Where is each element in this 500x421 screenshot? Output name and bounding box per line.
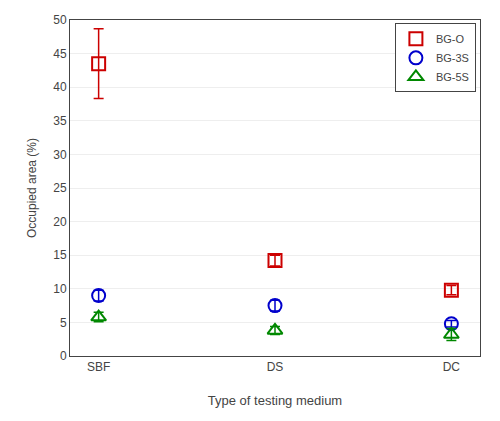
svg-text:0: 0	[60, 349, 67, 363]
svg-text:30: 30	[53, 148, 67, 162]
svg-text:Type of testing medium: Type of testing medium	[208, 393, 342, 408]
svg-text:45: 45	[53, 47, 67, 61]
svg-text:BG-O: BG-O	[436, 33, 465, 45]
svg-text:15: 15	[53, 248, 67, 262]
svg-text:DS: DS	[267, 360, 284, 374]
svg-text:50: 50	[53, 13, 67, 27]
svg-text:25: 25	[53, 181, 67, 195]
svg-text:40: 40	[53, 80, 67, 94]
svg-text:5: 5	[60, 316, 67, 330]
svg-text:DC: DC	[443, 360, 461, 374]
svg-text:20: 20	[53, 215, 67, 229]
svg-text:BG-5S: BG-5S	[436, 71, 469, 83]
svg-text:BG-3S: BG-3S	[436, 52, 469, 64]
svg-text:Occupied area (%): Occupied area (%)	[25, 138, 39, 238]
svg-text:35: 35	[53, 114, 67, 128]
svg-text:10: 10	[53, 282, 67, 296]
svg-text:SBF: SBF	[87, 360, 110, 374]
